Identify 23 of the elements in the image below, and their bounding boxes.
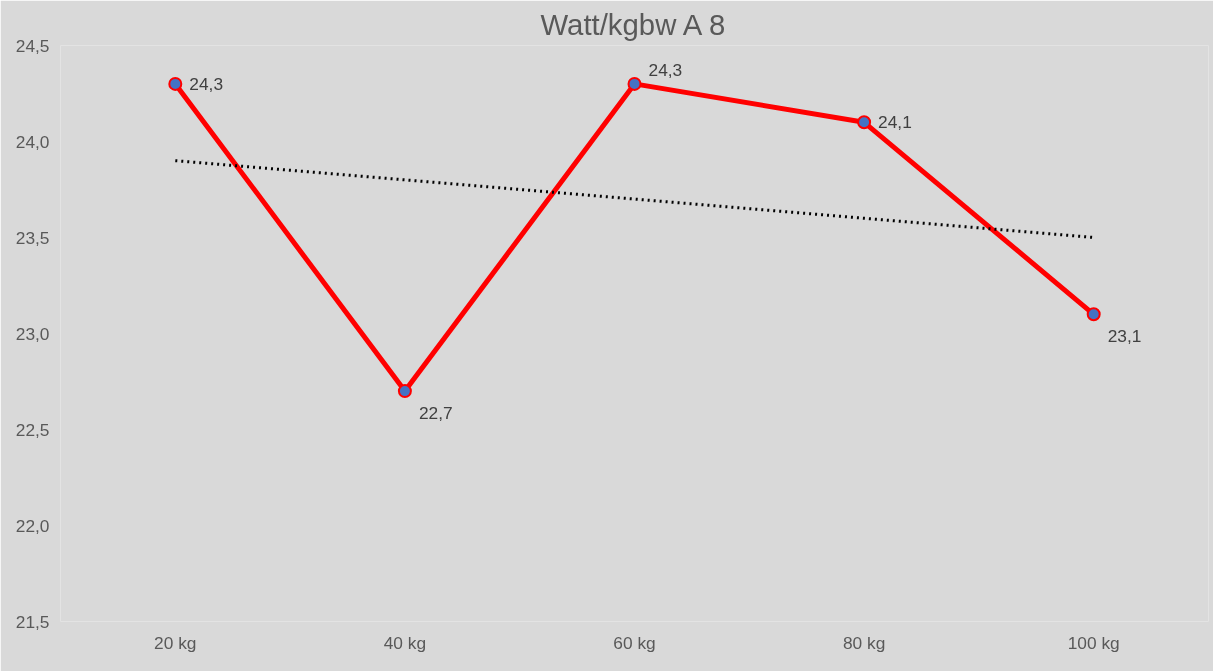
x-tick-label: 100 kg: [1067, 632, 1120, 653]
y-tick-label: 24,5: [15, 35, 50, 56]
x-tick-label: 80 kg: [842, 632, 886, 653]
y-tick-label: 23,5: [15, 227, 50, 248]
y-tick-label: 22,5: [15, 419, 50, 440]
y-tick-label: 22,0: [15, 515, 50, 536]
x-tick-label: 40 kg: [383, 632, 427, 653]
point: [627, 76, 642, 91]
data-label: 24,1: [878, 112, 912, 133]
point: [857, 115, 872, 130]
data-label: 24,3: [648, 59, 683, 80]
y-tick-label: 21,5: [15, 611, 50, 632]
point: [168, 76, 183, 91]
data-label: 23,1: [1107, 326, 1142, 347]
point: [1086, 307, 1101, 322]
data-label: 24,3: [189, 73, 224, 94]
y-tick-label: 24,0: [15, 131, 50, 152]
chart-title: Watt/kgbw A 8: [540, 7, 726, 41]
y-tick-label: 23,0: [15, 323, 50, 344]
point: [397, 384, 412, 399]
x-tick-label: 20 kg: [154, 632, 197, 653]
x-tick-label: 60 kg: [613, 632, 656, 653]
data-label: 22,7: [418, 403, 453, 424]
